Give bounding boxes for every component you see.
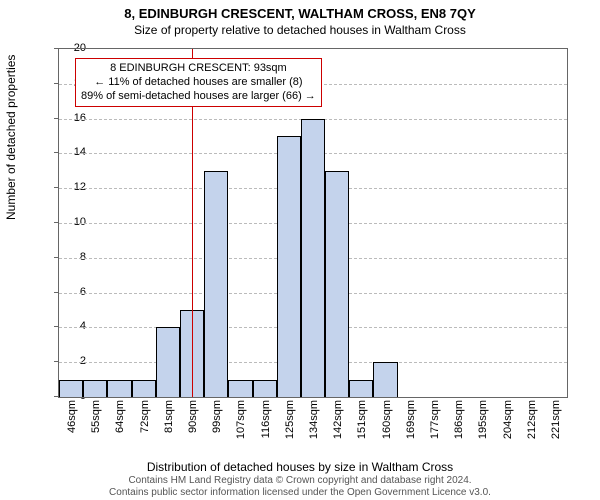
histogram-bar	[83, 380, 107, 397]
x-tick-label: 64sqm	[114, 400, 126, 433]
footer-attribution: Contains HM Land Registry data © Crown c…	[0, 475, 600, 498]
footer-line-1: Contains HM Land Registry data © Crown c…	[0, 475, 600, 487]
histogram-bar	[373, 362, 397, 397]
x-tick-label: 116sqm	[260, 400, 272, 438]
x-tick-label: 151sqm	[356, 400, 368, 439]
x-tick-label: 169sqm	[405, 400, 417, 439]
x-axis-label: Distribution of detached houses by size …	[0, 460, 600, 474]
y-axis-label: Number of detached properties	[4, 55, 18, 220]
x-tick-label: 90sqm	[187, 400, 199, 433]
histogram-bar	[107, 380, 131, 397]
chart-title-sub: Size of property relative to detached ho…	[0, 21, 600, 37]
histogram-bar	[349, 380, 373, 397]
x-tick-label: 221sqm	[550, 400, 562, 439]
x-tick-label: 142sqm	[332, 400, 344, 439]
x-tick-label: 204sqm	[502, 400, 514, 439]
x-tick-label: 195sqm	[477, 400, 489, 439]
x-tick-label: 46sqm	[66, 400, 78, 433]
annotation-box: 8 EDINBURGH CRESCENT: 93sqm ← 11% of det…	[75, 58, 322, 107]
histogram-bar	[59, 380, 83, 397]
annotation-line-2: ← 11% of detached houses are smaller (8)	[81, 76, 316, 90]
histogram-bar	[132, 380, 156, 397]
histogram-bar	[156, 327, 180, 397]
x-tick-label: 55sqm	[90, 400, 102, 433]
x-tick-label: 99sqm	[211, 400, 223, 433]
x-tick-label: 107sqm	[235, 400, 247, 439]
x-tick-label: 177sqm	[429, 400, 441, 439]
histogram-bar	[204, 171, 228, 397]
histogram-bar	[228, 380, 252, 397]
x-tick-label: 160sqm	[381, 400, 393, 439]
footer-line-2: Contains public sector information licen…	[0, 487, 600, 499]
x-tick-label: 72sqm	[139, 400, 151, 433]
x-tick-label: 212sqm	[526, 400, 538, 439]
x-tick-label: 125sqm	[284, 400, 296, 439]
histogram-bar	[253, 380, 277, 397]
x-tick-label: 81sqm	[163, 400, 175, 433]
x-tick-label: 134sqm	[308, 400, 320, 439]
histogram-chart: 8, EDINBURGH CRESCENT, WALTHAM CROSS, EN…	[0, 0, 600, 500]
histogram-bar	[277, 136, 301, 397]
histogram-bar	[325, 171, 349, 397]
chart-title-main: 8, EDINBURGH CRESCENT, WALTHAM CROSS, EN…	[0, 0, 600, 21]
annotation-line-3: 89% of semi-detached houses are larger (…	[81, 90, 316, 104]
x-tick-label: 186sqm	[453, 400, 465, 439]
annotation-line-1: 8 EDINBURGH CRESCENT: 93sqm	[81, 62, 316, 76]
histogram-bar	[301, 119, 325, 397]
